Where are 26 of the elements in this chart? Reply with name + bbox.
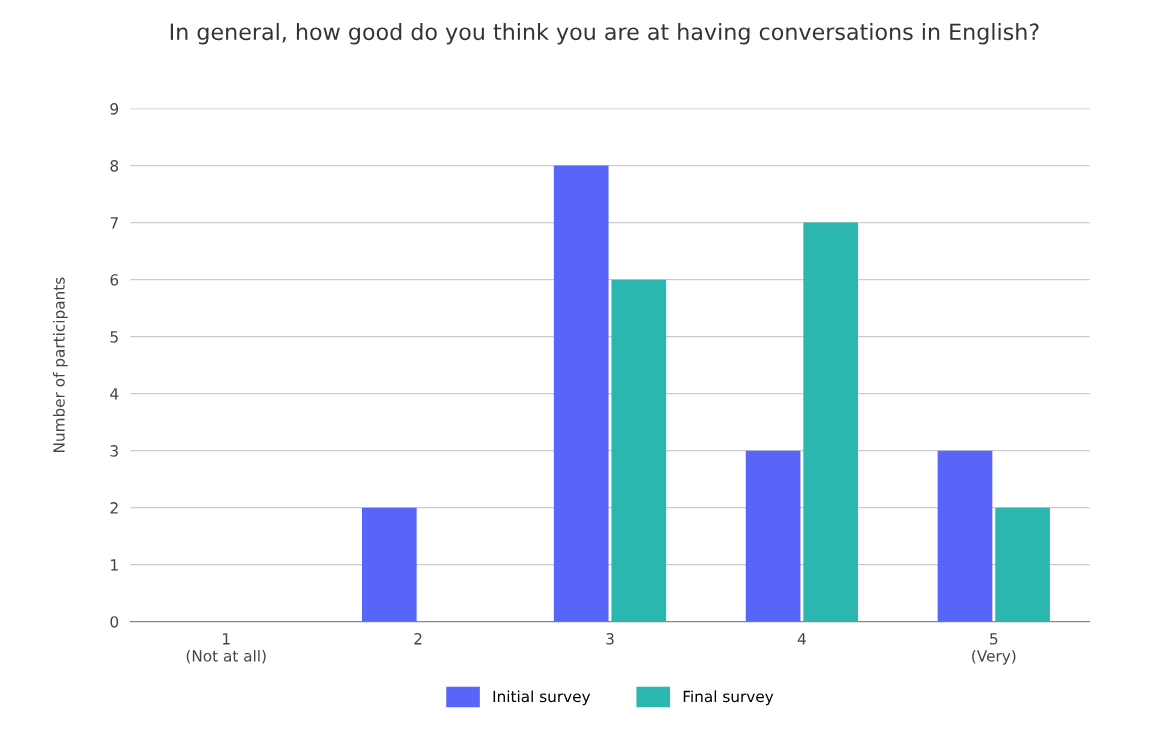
x-tick-label: 3 xyxy=(606,633,614,645)
bar xyxy=(937,450,993,622)
y-axis-title: Number of participants xyxy=(52,277,68,452)
legend-label: Final survey xyxy=(683,690,774,706)
y-tick-label: 3 xyxy=(110,445,118,457)
bar xyxy=(361,507,417,622)
y-tick-label: 7 xyxy=(110,217,118,229)
y-tick-label: 6 xyxy=(110,274,119,286)
bar xyxy=(995,507,1050,622)
bar xyxy=(745,450,801,622)
x-tick-label: 5 (Very) xyxy=(972,633,1016,665)
y-tick-label: 0 xyxy=(110,616,119,628)
y-tick-label: 9 xyxy=(110,103,119,115)
x-tick-label: 1 (Not at all) xyxy=(186,633,266,664)
bar xyxy=(553,165,609,622)
bar xyxy=(803,222,859,622)
bar xyxy=(611,279,667,622)
legend-label: Initial survey xyxy=(493,690,591,706)
x-tick-label: 4 xyxy=(797,633,806,645)
y-tick-label: 5 xyxy=(110,331,118,343)
y-tick-label: 4 xyxy=(110,388,119,400)
y-tick-label: 1 xyxy=(111,559,118,571)
chart-title: In general, how good do you think you are at having conversations in English? xyxy=(170,22,1039,45)
y-tick-label: 2 xyxy=(110,502,118,514)
x-tick-label: 2 xyxy=(414,633,422,645)
y-tick-label: 8 xyxy=(110,160,119,172)
